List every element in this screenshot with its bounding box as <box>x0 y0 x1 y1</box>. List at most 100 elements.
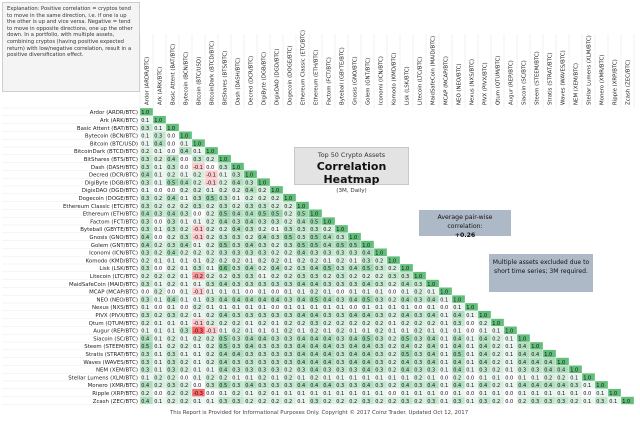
cell-value: 0.3 <box>271 344 279 350</box>
cell-value: 0.2 <box>271 196 279 202</box>
cell-value: 0.4 <box>219 219 227 225</box>
cell-value: 0.2 <box>141 321 149 327</box>
cell-value: 0.2 <box>206 157 214 163</box>
cell-value: 0.5 <box>401 352 409 358</box>
row-label: Ark (ARK/BTC) <box>100 118 138 124</box>
cell-value: 0.1 <box>284 290 292 296</box>
cell-value: 0.3 <box>245 227 253 233</box>
cell-value: 0.1 <box>141 134 149 140</box>
cell-value: 0.2 <box>167 266 175 272</box>
cell-value: 0.3 <box>271 360 279 366</box>
cell-value: 0.3 <box>245 180 253 186</box>
cell-value: 0.4 <box>453 344 461 350</box>
cell-value: 0.3 <box>258 368 266 374</box>
cell-value: 0.2 <box>167 375 175 381</box>
cell-value: 0.3 <box>336 383 344 389</box>
cell-value: 0.2 <box>245 196 253 202</box>
cell-value: 0.2 <box>206 219 214 225</box>
cell-value: 0.2 <box>219 274 227 280</box>
cell-value: 0.2 <box>206 321 214 327</box>
cell-value: 1.0 <box>219 157 227 163</box>
cell-value: 0.2 <box>180 360 188 366</box>
column-label: Monero (XMR/BTC) <box>600 55 606 105</box>
row-label: MaidSafeCoin (MAID/BTC) <box>69 282 138 288</box>
cell-value: 0.3 <box>232 368 240 374</box>
cell-value: 0.2 <box>193 188 201 194</box>
cell-value: 0.0 <box>154 188 162 194</box>
row-label: Gnosis (GNO/BTC) <box>89 235 138 241</box>
cell-value: 0.3 <box>245 313 253 319</box>
cell-value: 0.3 <box>284 336 292 342</box>
cell-value: 0.1 <box>453 305 461 311</box>
cell-value: 0.4 <box>141 173 149 179</box>
cell-value: 0.2 <box>492 344 500 350</box>
cell-value: 0.3 <box>219 251 227 257</box>
cell-value: 0.3 <box>375 360 383 366</box>
cell-value: 0.4 <box>479 344 487 350</box>
cell-value: 0.2 <box>154 243 162 249</box>
row-label: Stratis (STRAT/BTC) <box>86 352 138 358</box>
title-box: Top 50 Crypto Assets Correlation Heatmap… <box>294 147 409 194</box>
cell-value: 0.3 <box>453 321 461 327</box>
cell-value: 0.1 <box>154 180 162 186</box>
cell-value: 0.2 <box>206 235 214 241</box>
cell-value: 0.1 <box>193 344 201 350</box>
cell-value: 1.0 <box>193 141 201 147</box>
cell-value: 1.0 <box>505 329 513 335</box>
cell-value: 0.1 <box>245 321 253 327</box>
cell-value: 0.2 <box>232 188 240 194</box>
cell-value: 0.1 <box>583 383 591 389</box>
cell-value: 0.2 <box>414 344 422 350</box>
cell-value: 0.5 <box>219 336 227 342</box>
column-label: Litecoin (LTC/BTC) <box>418 57 424 105</box>
row-label: Nexus (NXS/BTC) <box>92 305 138 311</box>
cell-value: 0.1 <box>466 383 474 389</box>
cell-value: 0.4 <box>557 383 565 389</box>
cell-value: 0.4 <box>310 360 318 366</box>
cell-value: 0.2 <box>258 196 266 202</box>
cell-value: -0.3 <box>193 329 203 335</box>
cell-value: 0.2 <box>206 336 214 342</box>
cell-value: 0.4 <box>310 352 318 358</box>
cell-value: 0.4 <box>362 360 370 366</box>
cell-value: 0.2 <box>284 251 292 257</box>
cell-value: 0.2 <box>167 235 175 241</box>
cell-value: 0.2 <box>453 375 461 381</box>
cell-value: 0.3 <box>154 212 162 218</box>
cell-value: 0.1 <box>258 329 266 335</box>
cell-value: 0.1 <box>388 375 396 381</box>
cell-value: 0.3 <box>232 173 240 179</box>
cell-value: 0.1 <box>219 290 227 296</box>
cell-value: 0.1 <box>388 329 396 335</box>
cell-value: 0.3 <box>336 251 344 257</box>
cell-value: 0.5 <box>336 243 344 249</box>
cell-value: 0.4 <box>245 243 253 249</box>
cell-value: 0.2 <box>271 204 279 210</box>
column-label: Zcash (ZEC/BTC) <box>626 60 632 105</box>
cell-value: 0.1 <box>180 290 188 296</box>
cell-value: 0.2 <box>323 227 331 233</box>
cell-value: 0.3 <box>284 313 292 319</box>
cell-value: 0.3 <box>206 282 214 288</box>
cell-value: 0.1 <box>193 243 201 249</box>
cell-value: 0.3 <box>284 227 292 233</box>
cell-value: 0.2 <box>245 399 253 405</box>
cell-value: 0.4 <box>453 313 461 319</box>
cell-value: 0.1 <box>180 141 188 147</box>
cell-value: 0.3 <box>258 360 266 366</box>
cell-value: 1.0 <box>362 243 370 249</box>
cell-value: 0.0 <box>440 305 448 311</box>
cell-value: 0.3 <box>141 251 149 257</box>
cell-value: 1.0 <box>609 391 617 397</box>
column-label: Dogecoin (DOGE/BTC) <box>288 45 294 105</box>
cell-value: 0.6 <box>219 266 227 272</box>
cell-value: 0.1 <box>479 391 487 397</box>
cell-value: 0.2 <box>180 391 188 397</box>
row-label: Stellar Lumens (XLM/BTC) <box>68 375 138 381</box>
cell-value: -0.1 <box>193 165 203 171</box>
cell-value: 0.3 <box>284 282 292 288</box>
cell-value: 0.0 <box>271 290 279 296</box>
cell-value: 0.1 <box>154 399 162 405</box>
cell-value: 0.2 <box>388 368 396 374</box>
